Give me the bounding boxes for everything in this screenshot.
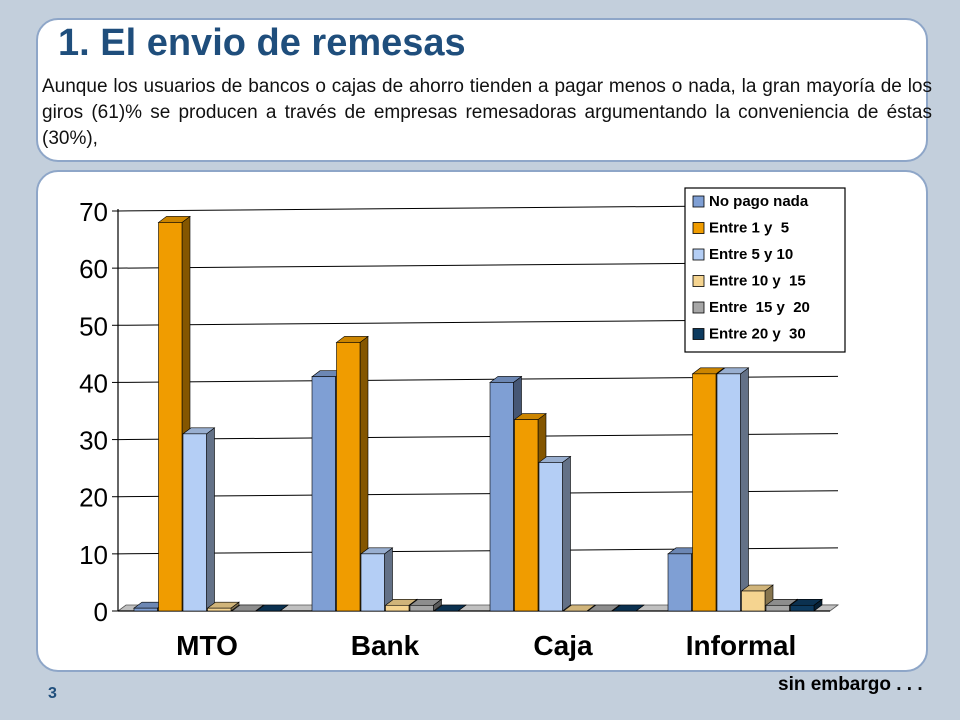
x-category-label: Caja [533, 630, 593, 661]
y-tick-label: 10 [79, 540, 108, 570]
y-tick-label: 30 [79, 426, 108, 456]
bar-front [741, 590, 766, 612]
x-category-label: MTO [176, 630, 238, 661]
bar-side [206, 427, 215, 612]
bar [789, 598, 823, 612]
bar [360, 547, 394, 612]
bar-front [133, 607, 158, 612]
header-panel [36, 18, 928, 162]
bar-front [385, 604, 410, 612]
y-tick-label: 20 [79, 483, 108, 513]
bar-side [562, 455, 571, 612]
legend-swatch [692, 301, 705, 314]
legend-label: Entre 1 y 5 [709, 220, 789, 237]
legend-label: No pago nada [709, 193, 809, 210]
bar-front [489, 382, 514, 612]
bar-front [790, 604, 815, 612]
legend-label: Entre 10 y 15 [709, 273, 806, 290]
bar-front [716, 373, 741, 612]
bar [716, 367, 750, 612]
y-tick-label: 0 [94, 597, 108, 627]
legend: No pago nada Entre 1 y 5 Entre 5 y 10 Entre… [684, 187, 846, 353]
footer-note: sin embargo . . . [778, 674, 923, 695]
bars [133, 215, 823, 612]
legend-label: Entre 15 y 20 [709, 299, 810, 316]
bar [611, 604, 645, 612]
legend-swatch [692, 328, 705, 340]
bar-top [587, 604, 621, 612]
bar-front [311, 376, 336, 612]
bar-front [207, 607, 232, 612]
bar-front [538, 462, 563, 612]
bar-top [433, 604, 467, 612]
bar-top [562, 604, 596, 612]
intro-text: Aunque los usuarios de bancos o cajas de… [42, 76, 932, 149]
legend-swatch [692, 195, 705, 208]
bar-front [182, 433, 207, 612]
bar [182, 427, 216, 612]
bar-front [667, 553, 692, 612]
bar-front [692, 373, 717, 612]
legend-box [684, 187, 846, 353]
bar [433, 604, 467, 612]
bar [409, 598, 443, 612]
bar [255, 604, 289, 612]
legend-swatch [692, 275, 705, 287]
legend-label: Entre 20 y 30 [709, 326, 806, 343]
bar [538, 455, 572, 612]
bar-front [360, 553, 385, 612]
x-category-label: Bank [351, 630, 420, 661]
bar-front [336, 342, 361, 612]
bar-top [231, 604, 265, 612]
bar-front [158, 222, 183, 612]
bar-front [409, 604, 434, 612]
slide-title: 1. El envio de remesas [58, 22, 466, 64]
y-tick-label: 60 [79, 254, 108, 284]
bar [562, 604, 596, 612]
bar [231, 604, 265, 612]
bar-front [765, 604, 790, 612]
bar-front [514, 419, 539, 612]
page-number: 3 [48, 685, 57, 702]
y-tick-label: 70 [79, 197, 108, 227]
bar-side [740, 367, 749, 612]
bar-top [611, 604, 645, 612]
bar-top [255, 604, 289, 612]
y-tick-label: 50 [79, 311, 108, 341]
bar [206, 601, 240, 612]
x-category-label: Informal [686, 630, 796, 661]
legend-label: Entre 5 y 10 [709, 246, 793, 263]
y-tick-label: 40 [79, 368, 108, 398]
legend-swatch [692, 222, 705, 234]
bar [335, 335, 369, 612]
bar [587, 604, 621, 612]
legend-swatch [692, 248, 705, 261]
